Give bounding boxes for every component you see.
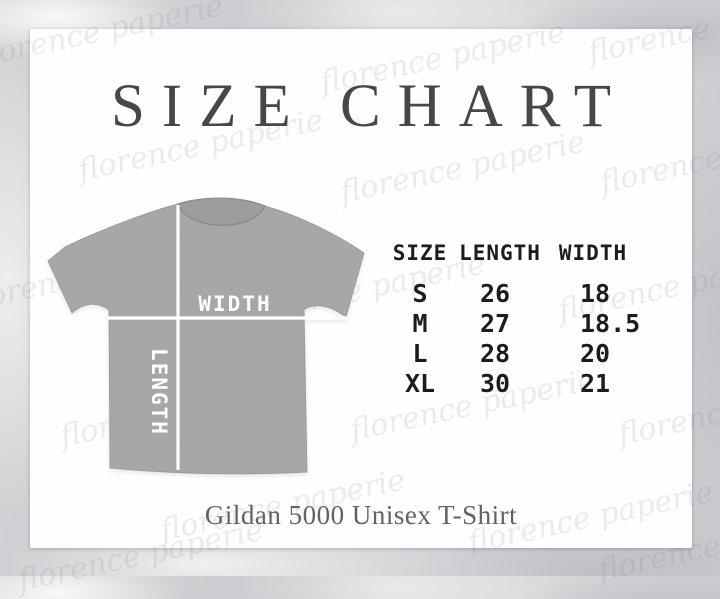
- size-table: SIZE LENGTH WIDTH S 26 18 M 27 18.5 L 28…: [383, 241, 643, 398]
- column-header-size: SIZE: [392, 241, 448, 265]
- cell-length: 27: [480, 308, 511, 338]
- length-label: LENGTH: [147, 348, 171, 436]
- tshirt-collar: [177, 197, 266, 226]
- table-row: S 26 18: [383, 278, 643, 308]
- cell-length: 30: [480, 368, 511, 398]
- cell-size: S: [412, 278, 428, 308]
- page-title: SIZE CHART: [110, 73, 629, 140]
- size-table-body: S 26 18 M 27 18.5 L 28 20 XL 30 21: [383, 278, 643, 398]
- cell-size: M: [412, 308, 428, 338]
- cell-width: 18: [580, 278, 611, 308]
- product-caption: Gildan 5000 Unisex T-Shirt: [204, 500, 518, 530]
- tshirt-diagram: WIDTH LENGTH: [47, 197, 365, 475]
- cell-width: 20: [580, 338, 611, 368]
- column-header-length: LENGTH: [459, 241, 541, 265]
- table-row: L 28 20: [383, 338, 643, 368]
- cell-width: 18.5: [580, 308, 641, 338]
- cell-width: 21: [580, 368, 611, 398]
- table-row: XL 30 21: [383, 368, 643, 398]
- cell-length: 28: [480, 338, 511, 368]
- tshirt-heather-texture: [48, 198, 364, 474]
- width-label: WIDTH: [198, 292, 271, 316]
- column-header-width: WIDTH: [558, 241, 628, 265]
- size-chart-content: SIZE CHART WIDTH LENGTH SIZE LENGTH WIDT…: [47, 73, 643, 530]
- cell-size: L: [412, 338, 428, 368]
- cell-size: XL: [404, 368, 436, 398]
- size-table-header-row: SIZE LENGTH WIDTH: [383, 241, 643, 265]
- cell-length: 26: [480, 278, 511, 308]
- table-row: M 27 18.5: [383, 308, 643, 338]
